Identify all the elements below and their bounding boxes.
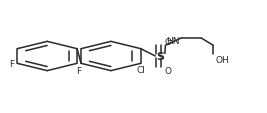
Text: Cl: Cl	[136, 66, 145, 75]
Text: F: F	[9, 59, 14, 68]
Text: S: S	[156, 52, 164, 61]
Text: O: O	[165, 67, 172, 76]
Text: F: F	[76, 66, 81, 75]
Text: O: O	[165, 37, 172, 46]
Text: OH: OH	[215, 55, 229, 64]
Text: HN: HN	[166, 36, 179, 45]
